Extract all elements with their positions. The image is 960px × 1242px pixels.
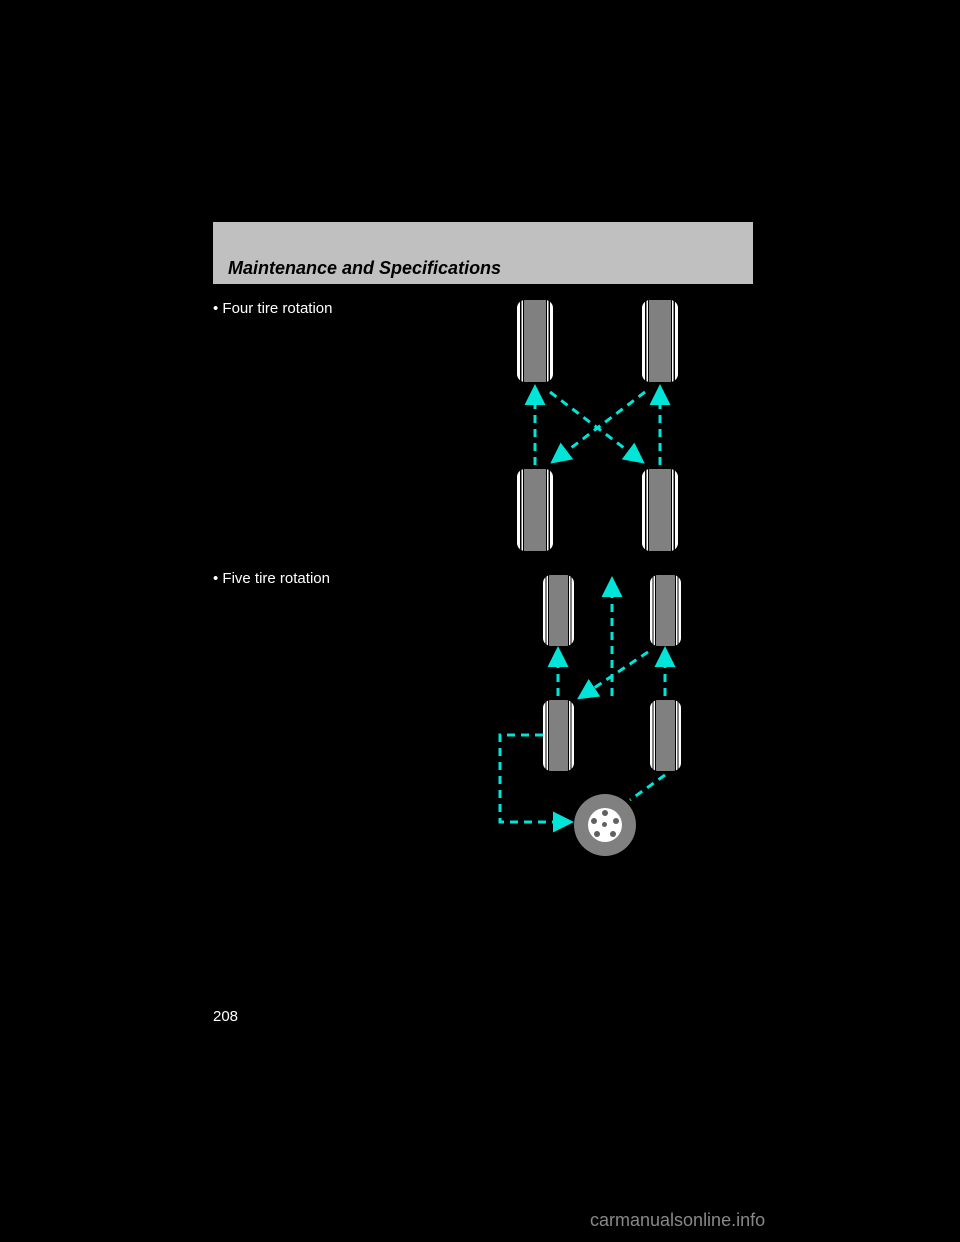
tire2-rear-right: [650, 700, 681, 771]
spare-tire: [574, 794, 636, 856]
tire2-front-right: [650, 575, 681, 646]
bullet-five-tire: • Five tire rotation: [213, 570, 330, 587]
bullet-four-tire: • Four tire rotation: [213, 300, 332, 317]
bullet-text-1: • Four tire rotation: [213, 300, 332, 317]
footer-watermark: carmanualsonline.info: [590, 1210, 765, 1231]
bullet-text-2: • Five tire rotation: [213, 570, 330, 587]
tire-rear-right: [642, 469, 678, 551]
tire-front-left: [517, 300, 553, 382]
tire-front-right: [642, 300, 678, 382]
arrows-four-tire: [0, 0, 960, 1242]
page-title: Maintenance and Specifications: [228, 258, 501, 279]
arrows-five-tire: [0, 0, 960, 1242]
tire-rear-left: [517, 469, 553, 551]
page-number: 208: [213, 1008, 238, 1025]
tire2-front-left: [543, 575, 574, 646]
tire2-rear-left: [543, 700, 574, 771]
spare-hub: [588, 808, 622, 842]
